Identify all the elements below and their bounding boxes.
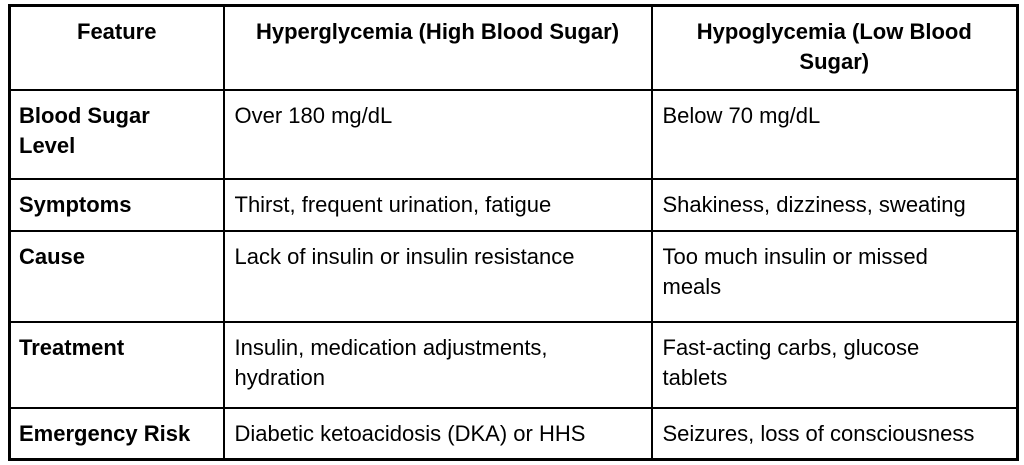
feature-cell: Symptoms [8, 177, 225, 232]
table-row: Emergency Risk Diabetic ketoacidosis (DKA… [8, 406, 1019, 461]
hypoglycemia-cell: Too much insulin or missed meals [650, 229, 1019, 323]
comparison-table-container: Feature Hyperglycemia (High Blood Sugar)… [8, 4, 1019, 461]
header-hyperglycemia: Hyperglycemia (High Blood Sugar) [222, 4, 653, 91]
hyperglycemia-cell: Lack of insulin or insulin resistance [222, 229, 653, 323]
table-row: Blood Sugar Level Over 180 mg/dL Below 70 … [8, 88, 1019, 180]
hypoglycemia-cell: Seizures, loss of consciousness [650, 406, 1019, 461]
hyperglycemia-cell: Diabetic ketoacidosis (DKA) or HHS [222, 406, 653, 461]
feature-cell: Cause [8, 229, 225, 323]
table-row: Symptoms Thirst, frequent urination, fati… [8, 177, 1019, 232]
hyperglycemia-cell: Over 180 mg/dL [222, 88, 653, 180]
header-feature: Feature [8, 4, 225, 91]
feature-cell: Treatment [8, 320, 225, 409]
feature-cell: Blood Sugar Level [8, 88, 225, 180]
table-row: Treatment Insulin, medication adjustments… [8, 320, 1019, 409]
table-header-row: Feature Hyperglycemia (High Blood Sugar)… [8, 4, 1019, 91]
header-hypoglycemia: Hypoglycemia (Low Blood Sugar) [650, 4, 1019, 91]
table-row: Cause Lack of insulin or insulin resistan… [8, 229, 1019, 323]
hyperglycemia-cell: Thirst, frequent urination, fatigue [222, 177, 653, 232]
feature-cell: Emergency Risk [8, 406, 225, 461]
hypoglycemia-cell: Fast-acting carbs, glucose tablets [650, 320, 1019, 409]
hypoglycemia-cell: Below 70 mg/dL [650, 88, 1019, 180]
hyperglycemia-cell: Insulin, medication adjustments, hydrati… [222, 320, 653, 409]
hypoglycemia-cell: Shakiness, dizziness, sweating [650, 177, 1019, 232]
table-body: Blood Sugar Level Over 180 mg/dL Below 70 … [8, 88, 1019, 461]
comparison-table: Feature Hyperglycemia (High Blood Sugar)… [8, 4, 1019, 461]
